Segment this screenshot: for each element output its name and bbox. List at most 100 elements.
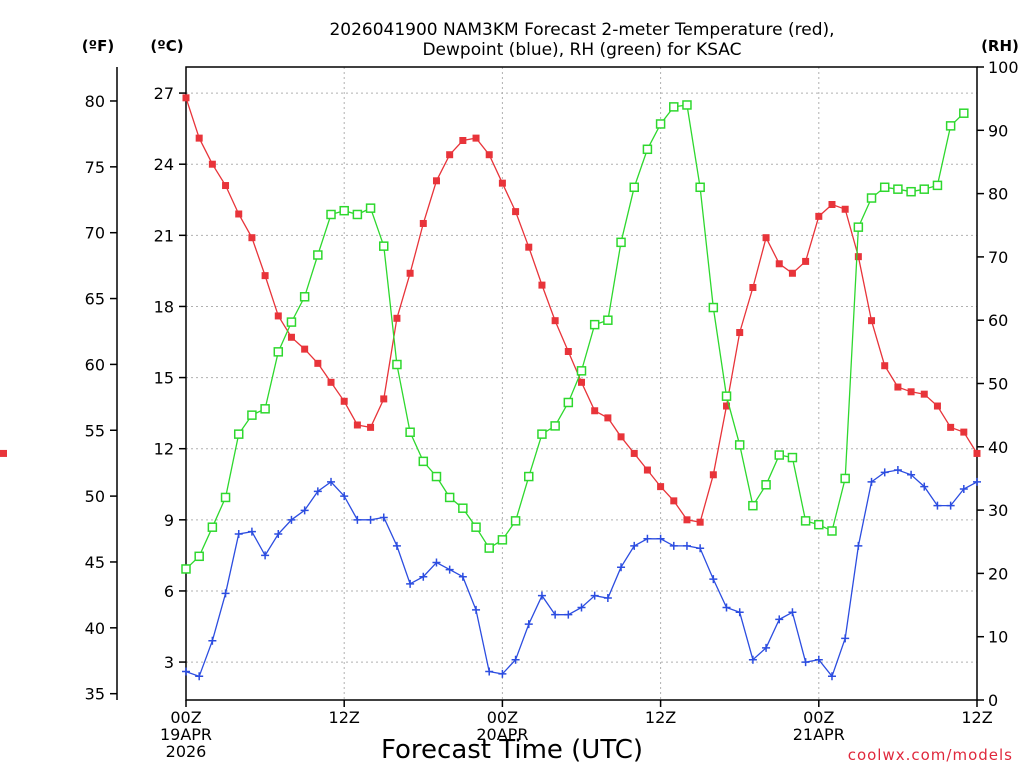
temperature-point — [419, 219, 427, 227]
dewpoint-point — [907, 470, 916, 479]
temperature-point — [367, 423, 375, 431]
temperature-point — [261, 272, 269, 280]
temperature-point — [643, 466, 651, 474]
dewpoint-point — [195, 672, 204, 681]
source-credit: coolwx.com/models — [848, 746, 1013, 764]
rh-point — [299, 292, 310, 302]
rh-point — [814, 519, 824, 530]
rh-point — [695, 182, 705, 193]
temperature-point — [736, 329, 744, 337]
dewpoint-point — [287, 515, 296, 524]
temperature-point — [868, 317, 876, 325]
temperature-point — [195, 134, 203, 142]
fahrenheit-tick-label: 45 — [85, 553, 105, 572]
dewpoint-point — [247, 527, 256, 536]
temperature-point — [406, 269, 414, 277]
temperature-point — [630, 449, 638, 457]
temperature-point — [960, 428, 968, 436]
celsius-tick-label: 15 — [154, 369, 174, 388]
x-tick-label: 21APR — [793, 725, 845, 744]
temperature-point — [591, 407, 599, 415]
x-axis-title: Forecast Time (UTC) — [381, 735, 643, 765]
dewpoint-point — [643, 534, 652, 543]
rh-point — [392, 359, 402, 370]
rh-point — [603, 315, 613, 325]
temperature-point — [274, 312, 282, 320]
x-tick-label: 12Z — [961, 708, 992, 727]
temperature-point — [222, 182, 230, 190]
dewpoint-point — [340, 492, 349, 501]
temperature-point — [947, 423, 955, 431]
x-tick-label: 19APR — [160, 725, 212, 744]
dewpoint-point — [933, 501, 942, 510]
temperature-point — [709, 471, 717, 479]
dewpoint-point — [274, 530, 283, 539]
temperature-point — [920, 390, 928, 398]
celsius-tick-label: 3 — [164, 653, 174, 672]
dewpoint-point — [841, 634, 850, 643]
temperature-point — [683, 516, 691, 524]
dewpoint-point — [458, 572, 467, 581]
temperature-point — [933, 402, 941, 410]
rh-point — [682, 100, 692, 110]
rh-point — [233, 429, 244, 439]
rh-tick-label: 60 — [988, 311, 1008, 330]
rh-point — [616, 237, 626, 248]
dewpoint-point — [392, 541, 401, 550]
dewpoint-point — [920, 482, 929, 491]
dewpoint-point — [682, 541, 691, 550]
dewpoint-point — [617, 563, 626, 572]
temperature-point — [327, 378, 335, 386]
rh-point — [945, 121, 956, 131]
temperature-point — [446, 151, 454, 159]
temperature-point — [340, 397, 348, 405]
dewpoint-point — [327, 477, 336, 486]
rh-point — [431, 471, 442, 482]
rh-point — [458, 503, 468, 513]
rh-point — [524, 471, 534, 482]
x-tick-label: 2026 — [166, 742, 207, 761]
rh-line — [185, 104, 965, 570]
rh-point — [721, 391, 732, 401]
dewpoint-point — [524, 620, 533, 629]
fahrenheit-tick-label: 35 — [85, 685, 105, 704]
rh-point — [800, 516, 811, 526]
temperature-point — [828, 201, 836, 209]
rh-point — [537, 429, 547, 439]
temperature-point — [670, 497, 678, 505]
rh-point — [194, 551, 204, 562]
fahrenheit-tick-label: 70 — [85, 224, 105, 243]
dewpoint-point — [854, 541, 863, 550]
fahrenheit-tick-label: 65 — [85, 290, 105, 309]
fahrenheit-tick-label: 55 — [85, 421, 105, 440]
dewpoint-point — [669, 541, 678, 550]
axes: 35 40 45 50 55 60 65 70 75 80 3 6 9 12 15 18 21 24 27 0 10 20… — [85, 58, 1019, 761]
dewpoint-point — [959, 485, 968, 493]
temperature-point — [617, 433, 625, 441]
rh-point — [352, 209, 363, 220]
celsius-tick-label: 9 — [164, 511, 174, 530]
fahrenheit-tick-label: 40 — [85, 619, 105, 638]
temperature-point — [287, 333, 295, 341]
dewpoint-point — [221, 589, 230, 598]
rh-point — [879, 182, 890, 193]
temperature-point — [485, 151, 493, 159]
rh-point — [286, 317, 297, 327]
dewpoint-point — [880, 468, 889, 477]
rh-point — [405, 427, 415, 437]
dewpoint-point — [498, 669, 507, 678]
celsius-tick-label: 12 — [154, 440, 174, 459]
rh-point — [510, 516, 521, 526]
temperature-line — [185, 97, 978, 523]
dewpoint-point — [722, 603, 731, 612]
fahrenheit-tick-label: 50 — [85, 487, 105, 506]
celsius-tick-label: 24 — [154, 155, 174, 174]
dewpoint-point — [788, 608, 797, 617]
rh-point — [932, 180, 943, 191]
temperature-point — [881, 362, 889, 370]
dewpoint-point — [551, 610, 560, 619]
rh-point — [444, 492, 455, 503]
rh-tick-label: 70 — [988, 248, 1008, 267]
dewpoint-point — [946, 501, 955, 510]
dewpoint-point — [735, 608, 744, 617]
